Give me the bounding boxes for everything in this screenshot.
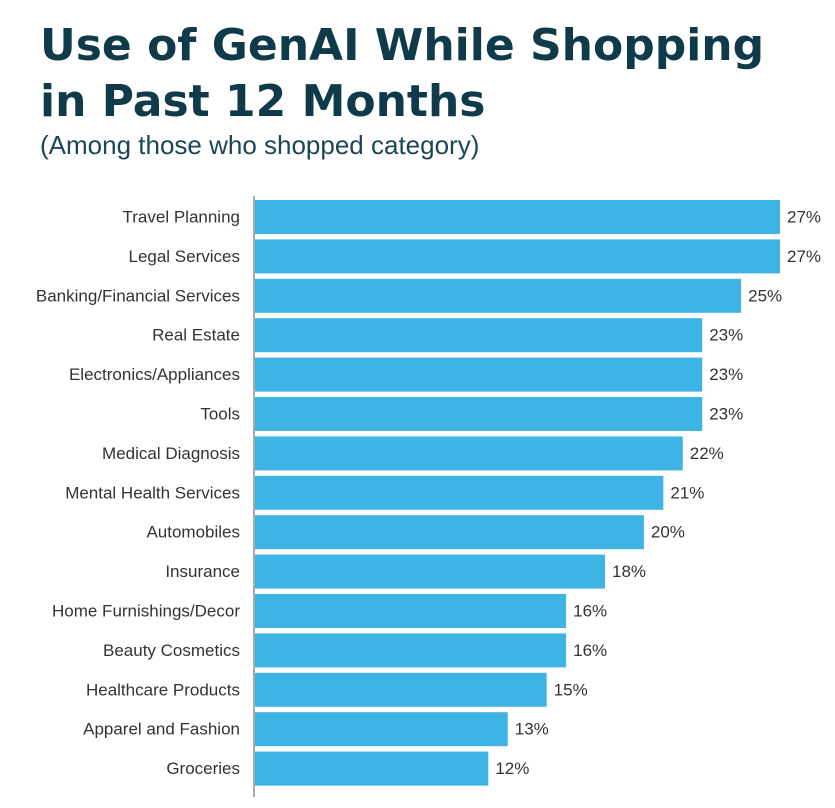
chart-title-line-2: in Past 12 Months: [40, 76, 486, 127]
value-label: 15%: [554, 680, 588, 699]
category-label: Apparel and Fashion: [83, 720, 240, 739]
category-label: Home Furnishings/Decor: [52, 602, 240, 621]
category-label: Real Estate: [152, 326, 240, 345]
bar: [255, 278, 742, 313]
bar: [255, 712, 508, 747]
category-label: Travel Planning: [123, 208, 241, 227]
category-label: Legal Services: [128, 247, 240, 266]
bar: [255, 239, 780, 274]
category-label: Groceries: [166, 759, 240, 778]
chart-title-line-1: Use of GenAI While Shopping: [40, 20, 765, 71]
category-label: Banking/Financial Services: [36, 286, 240, 305]
bar: [255, 436, 683, 471]
category-label: Automobiles: [146, 523, 240, 542]
category-label: Medical Diagnosis: [102, 444, 240, 463]
value-label: 18%: [612, 562, 646, 581]
bar: [255, 672, 547, 707]
bar: [255, 554, 605, 589]
value-label: 13%: [515, 720, 549, 739]
category-label: Insurance: [165, 562, 240, 581]
bar: [255, 633, 567, 668]
value-label: 23%: [709, 326, 743, 345]
category-label: Tools: [200, 405, 240, 424]
bar: [255, 397, 703, 431]
chart-title: Use of GenAI While Shopping in Past 12 M…: [40, 18, 764, 130]
value-label: 16%: [573, 602, 607, 621]
category-label: Healthcare Products: [86, 680, 240, 699]
bar: [255, 318, 703, 353]
value-label: 20%: [651, 523, 685, 542]
bar: [255, 515, 644, 550]
value-label: 22%: [690, 444, 724, 463]
value-label: 27%: [787, 247, 821, 266]
bar: [255, 751, 489, 786]
category-label: Mental Health Services: [65, 483, 240, 502]
chart-subtitle: (Among those who shopped category): [40, 130, 480, 160]
value-label: 25%: [748, 286, 782, 305]
value-label: 12%: [495, 759, 529, 778]
bar: [255, 357, 703, 392]
value-label: 23%: [709, 365, 743, 384]
category-label: Beauty Cosmetics: [103, 641, 240, 660]
value-label: 27%: [787, 208, 821, 227]
bar: [255, 594, 567, 628]
value-label: 21%: [670, 483, 704, 502]
value-label: 16%: [573, 641, 607, 660]
bar: [255, 475, 664, 510]
bar: [255, 200, 780, 234]
category-label: Electronics/Appliances: [69, 365, 240, 384]
value-label: 23%: [709, 405, 743, 424]
